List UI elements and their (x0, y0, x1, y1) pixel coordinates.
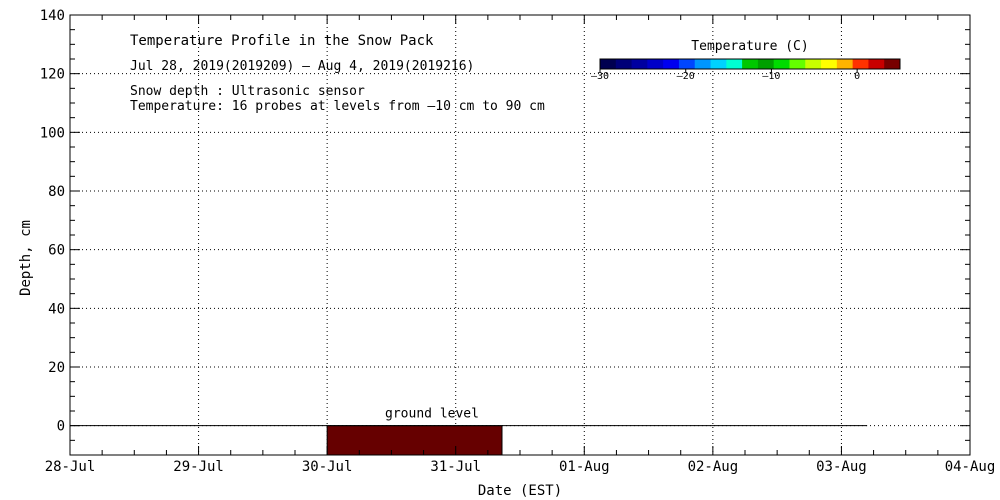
x-tick-label: 29-Jul (173, 459, 224, 475)
y-tick-label: 40 (48, 301, 65, 317)
colorbar-cell (631, 59, 648, 69)
x-tick-label: 28-Jul (45, 459, 96, 475)
x-tick-label: 31-Jul (430, 459, 481, 475)
colorbar: Temperature (C) –30 –20 –10 0 (591, 39, 901, 82)
y-axis-label: Depth, cm (18, 220, 34, 296)
x-tick-label: 04-Aug (945, 459, 996, 475)
colorbar-tick-label: –30 (591, 71, 609, 82)
colorbar-cell (868, 59, 885, 69)
colorbar-cell (884, 59, 901, 69)
colorbar-tick-label: –20 (677, 71, 695, 82)
plot-frame (69, 14, 971, 456)
colorbar-cell (742, 59, 759, 69)
colorbar-cell (600, 59, 617, 69)
colorbar-tick-label: –10 (762, 71, 780, 82)
x-axis-label: Date (EST) (478, 483, 562, 499)
colorbar-cell (821, 59, 838, 69)
colorbar-tick-label: 0 (854, 71, 860, 82)
colorbar-cell (789, 59, 806, 69)
colorbar-cell (710, 59, 727, 69)
x-tick-label: 01-Aug (559, 459, 610, 475)
x-tick-label: 02-Aug (688, 459, 739, 475)
x-tick-label: 03-Aug (816, 459, 867, 475)
colorbar-cell (615, 59, 633, 69)
y-tick-label: 120 (40, 67, 65, 83)
note-temperature: Temperature: 16 probes at levels from –1… (130, 99, 545, 114)
ground-level-label: ground level (385, 407, 479, 422)
temperature-cell (326, 425, 503, 456)
colorbar-cell (663, 59, 680, 69)
y-tick-label: 100 (40, 125, 65, 141)
y-tick-label: 0 (57, 419, 65, 435)
colorbar-cell (757, 59, 775, 69)
axis-ticks: 28-Jul 29-Jul 30-Jul 31-Jul 01-Aug 02-Aug 03-A… (40, 8, 996, 475)
colorbar-cell (678, 59, 696, 69)
colorbar-title: Temperature (C) (691, 39, 808, 54)
chart-subtitle: Jul 28, 2019(2019209) – Aug 4, 2019(2019… (130, 59, 474, 74)
data-layer (70, 425, 868, 456)
colorbar-cell (805, 59, 822, 69)
colorbar-border (599, 58, 901, 70)
colorbar-cell (726, 59, 743, 69)
chart-title: Temperature Profile in the Snow Pack (130, 33, 434, 49)
colorbar-cell (836, 59, 854, 69)
colorbar-cell (773, 59, 790, 69)
note-snow-depth: Snow depth : Ultrasonic sensor (130, 84, 365, 99)
colorbar-cell (694, 59, 712, 69)
colorbar-cell (647, 59, 664, 69)
x-tick-label: 30-Jul (302, 459, 353, 475)
y-tick-label: 20 (48, 360, 65, 376)
colorbar-cell (852, 59, 869, 69)
plot-border (69, 14, 971, 456)
y-tick-label: 140 (40, 8, 65, 24)
grid (70, 15, 970, 455)
y-tick-label: 80 (48, 184, 65, 200)
y-tick-label: 60 (48, 243, 65, 259)
